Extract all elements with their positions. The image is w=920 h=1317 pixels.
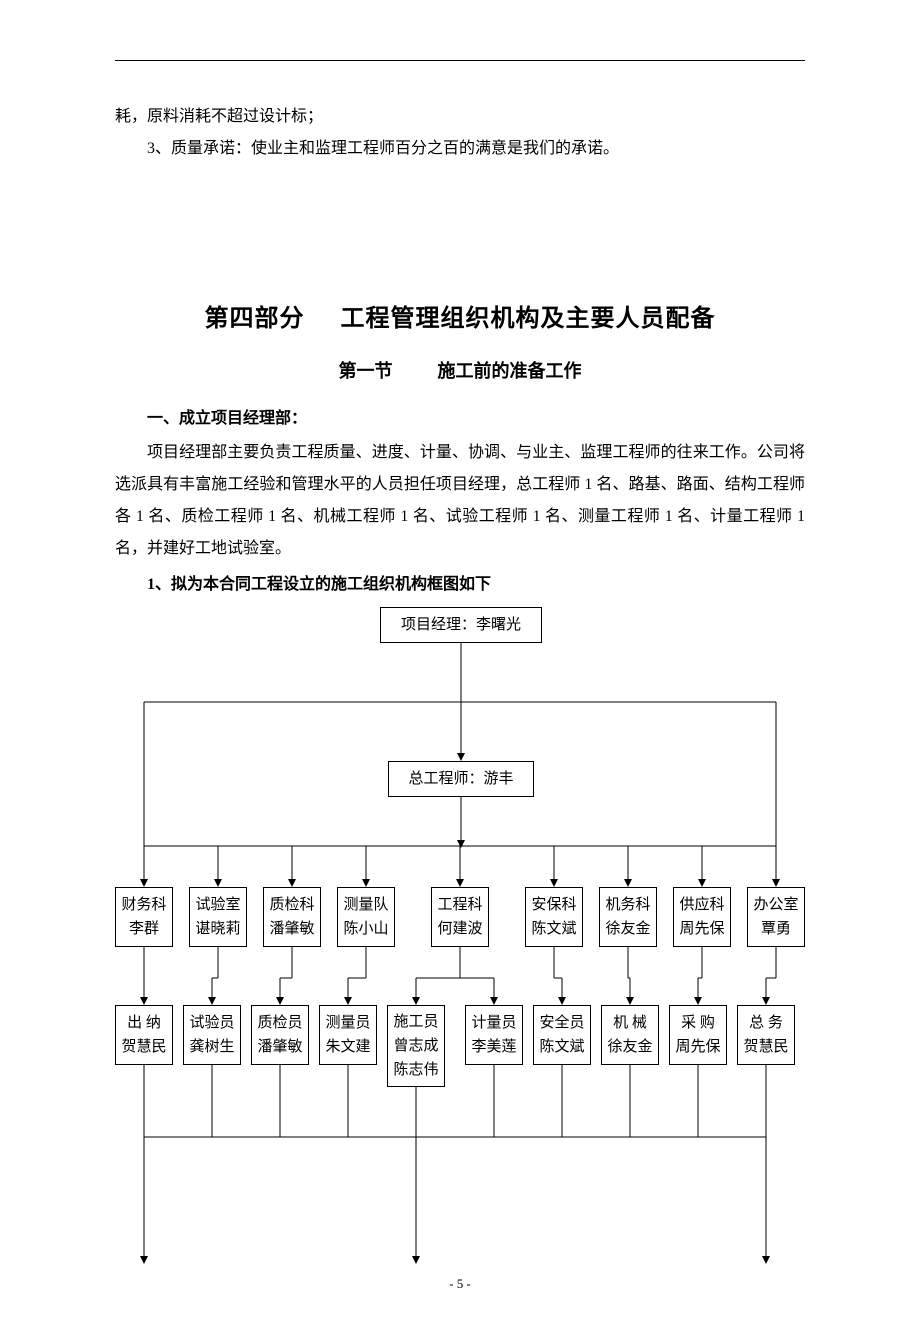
org-node-label: 周先保 [679, 917, 724, 941]
org-node-l2-0: 财务科李群 [115, 887, 173, 947]
org-node-label: 总 务 [749, 1011, 783, 1035]
org-node-label: 供应科 [679, 893, 724, 917]
org-node-label: 谌晓莉 [195, 917, 240, 941]
main-title-part: 第四部分 [205, 306, 305, 332]
intro-line-2: 3、质量承诺：使业主和监理工程师百分之百的满意是我们的承诺。 [115, 133, 805, 165]
org-node-label: 李群 [129, 917, 159, 941]
org-node-root-0: 项目经理：李曙光 [380, 607, 542, 643]
org-node-label: 项目经理：李曙光 [401, 613, 521, 637]
org-node-label: 安保科 [531, 893, 576, 917]
section-heading: 一、成立项目经理部： [115, 403, 805, 435]
org-node-l2-8: 办公室覃勇 [747, 887, 805, 947]
org-node-l3-5: 计量员李美莲 [465, 1005, 523, 1065]
org-node-label: 财务科 [121, 893, 166, 917]
org-node-label: 徐友金 [605, 917, 650, 941]
org-node-label: 贺慧民 [743, 1035, 788, 1059]
org-node-label: 陈志伟 [393, 1058, 438, 1082]
org-node-l3-0: 出 纳贺慧民 [115, 1005, 173, 1065]
org-node-label: 计量员 [471, 1011, 516, 1035]
org-node-l2-4: 工程科何建波 [431, 887, 489, 947]
org-node-label: 陈文斌 [531, 917, 576, 941]
org-node-l3-1: 试验员龚树生 [183, 1005, 241, 1065]
org-node-label: 测量员 [325, 1011, 370, 1035]
org-node-label: 施工员 [393, 1010, 438, 1034]
main-title-rest: 工程管理组织机构及主要人员配备 [341, 306, 716, 332]
org-node-label: 采 购 [681, 1011, 715, 1035]
sub-title-part: 第一节 [339, 361, 393, 381]
org-chart: 项目经理：李曙光总工程师：游丰财务科李群试验室谌晓莉质检科潘肇敏测量队陈小山工程… [115, 607, 805, 1277]
org-node-label: 陈小山 [343, 917, 388, 941]
list-heading: 1、拟为本合同工程设立的施工组织机构框图如下 [115, 569, 805, 601]
org-node-l1-0: 总工程师：游丰 [388, 761, 534, 797]
org-node-l3-9: 总 务贺慧民 [737, 1005, 795, 1065]
org-node-label: 覃勇 [761, 917, 791, 941]
org-node-l3-2: 质检员潘肇敏 [251, 1005, 309, 1065]
org-node-l2-1: 试验室谌晓莉 [189, 887, 247, 947]
org-node-l3-4: 施工员曾志成陈志伟 [387, 1005, 445, 1087]
body-paragraph: 项目经理部主要负责工程质量、进度、计量、协调、与业主、监理工程师的往来工作。公司… [115, 437, 805, 565]
spacer [115, 165, 805, 295]
org-node-label: 潘肇敏 [257, 1035, 302, 1059]
sub-title: 第一节 施工前的准备工作 [115, 353, 805, 389]
org-node-label: 安全员 [539, 1011, 584, 1035]
org-node-label: 潘肇敏 [269, 917, 314, 941]
org-node-label: 办公室 [753, 893, 798, 917]
org-node-l3-3: 测量员朱文建 [319, 1005, 377, 1065]
main-title: 第四部分 工程管理组织机构及主要人员配备 [115, 295, 805, 343]
org-node-label: 机务科 [605, 893, 650, 917]
org-node-label: 机 械 [613, 1011, 647, 1035]
sub-title-rest: 施工前的准备工作 [438, 361, 582, 381]
org-node-label: 试验员 [189, 1011, 234, 1035]
org-node-label: 何建波 [437, 917, 482, 941]
org-node-label: 龚树生 [189, 1035, 234, 1059]
org-node-label: 周先保 [675, 1035, 720, 1059]
org-node-label: 工程科 [437, 893, 482, 917]
org-node-l2-6: 机务科徐友金 [599, 887, 657, 947]
org-node-label: 质检员 [257, 1011, 302, 1035]
org-node-label: 朱文建 [325, 1035, 370, 1059]
org-node-l3-8: 采 购周先保 [669, 1005, 727, 1065]
org-node-label: 曾志成 [393, 1034, 438, 1058]
org-node-label: 出 纳 [127, 1011, 161, 1035]
org-node-l2-7: 供应科周先保 [673, 887, 731, 947]
org-node-label: 测量队 [343, 893, 388, 917]
org-node-l2-3: 测量队陈小山 [337, 887, 395, 947]
page-number: - 5 - [0, 1271, 920, 1297]
org-node-label: 总工程师：游丰 [408, 767, 513, 791]
intro-line-1: 耗，原料消耗不超过设计标； [115, 101, 805, 133]
org-node-label: 贺慧民 [121, 1035, 166, 1059]
org-node-label: 试验室 [195, 893, 240, 917]
org-node-l2-2: 质检科潘肇敏 [263, 887, 321, 947]
org-node-label: 质检科 [269, 893, 314, 917]
document-page: 耗，原料消耗不超过设计标； 3、质量承诺：使业主和监理工程师百分之百的满意是我们… [0, 0, 920, 1317]
header-rule [115, 60, 805, 61]
org-node-l3-7: 机 械徐友金 [601, 1005, 659, 1065]
org-node-label: 徐友金 [607, 1035, 652, 1059]
org-node-l2-5: 安保科陈文斌 [525, 887, 583, 947]
org-node-label: 李美莲 [471, 1035, 516, 1059]
org-node-label: 陈文斌 [539, 1035, 584, 1059]
org-node-l3-6: 安全员陈文斌 [533, 1005, 591, 1065]
